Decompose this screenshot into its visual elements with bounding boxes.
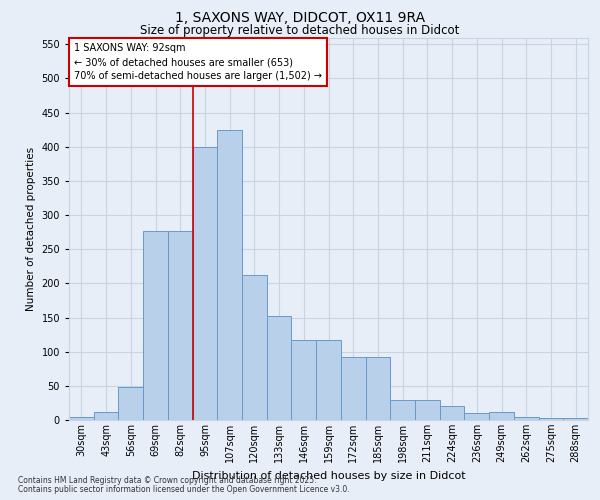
Bar	[365, 357, 390, 420]
Bar	[514, 416, 539, 420]
Bar	[193, 147, 217, 420]
Bar	[168, 231, 193, 420]
Bar	[267, 316, 292, 420]
Text: 1 SAXONS WAY: 92sqm
← 30% of detached houses are smaller (653)
70% of semi-detac: 1 SAXONS WAY: 92sqm ← 30% of detached ho…	[74, 43, 322, 81]
Bar	[464, 413, 489, 420]
Bar	[292, 340, 316, 420]
X-axis label: Distribution of detached houses by size in Didcot: Distribution of detached houses by size …	[191, 470, 466, 480]
Bar	[118, 387, 143, 420]
Bar	[563, 418, 588, 420]
Bar	[390, 400, 415, 420]
Bar	[341, 357, 365, 420]
Bar	[69, 416, 94, 420]
Bar	[539, 418, 563, 420]
Bar	[242, 274, 267, 420]
Bar	[217, 130, 242, 420]
Bar	[143, 231, 168, 420]
Bar	[94, 412, 118, 420]
Bar	[415, 400, 440, 420]
Bar	[440, 406, 464, 420]
Text: Size of property relative to detached houses in Didcot: Size of property relative to detached ho…	[140, 24, 460, 37]
Text: 1, SAXONS WAY, DIDCOT, OX11 9RA: 1, SAXONS WAY, DIDCOT, OX11 9RA	[175, 12, 425, 26]
Text: Contains HM Land Registry data © Crown copyright and database right 2025.: Contains HM Land Registry data © Crown c…	[18, 476, 317, 485]
Text: Contains public sector information licensed under the Open Government Licence v3: Contains public sector information licen…	[18, 485, 350, 494]
Y-axis label: Number of detached properties: Number of detached properties	[26, 146, 36, 311]
Bar	[316, 340, 341, 420]
Bar	[489, 412, 514, 420]
